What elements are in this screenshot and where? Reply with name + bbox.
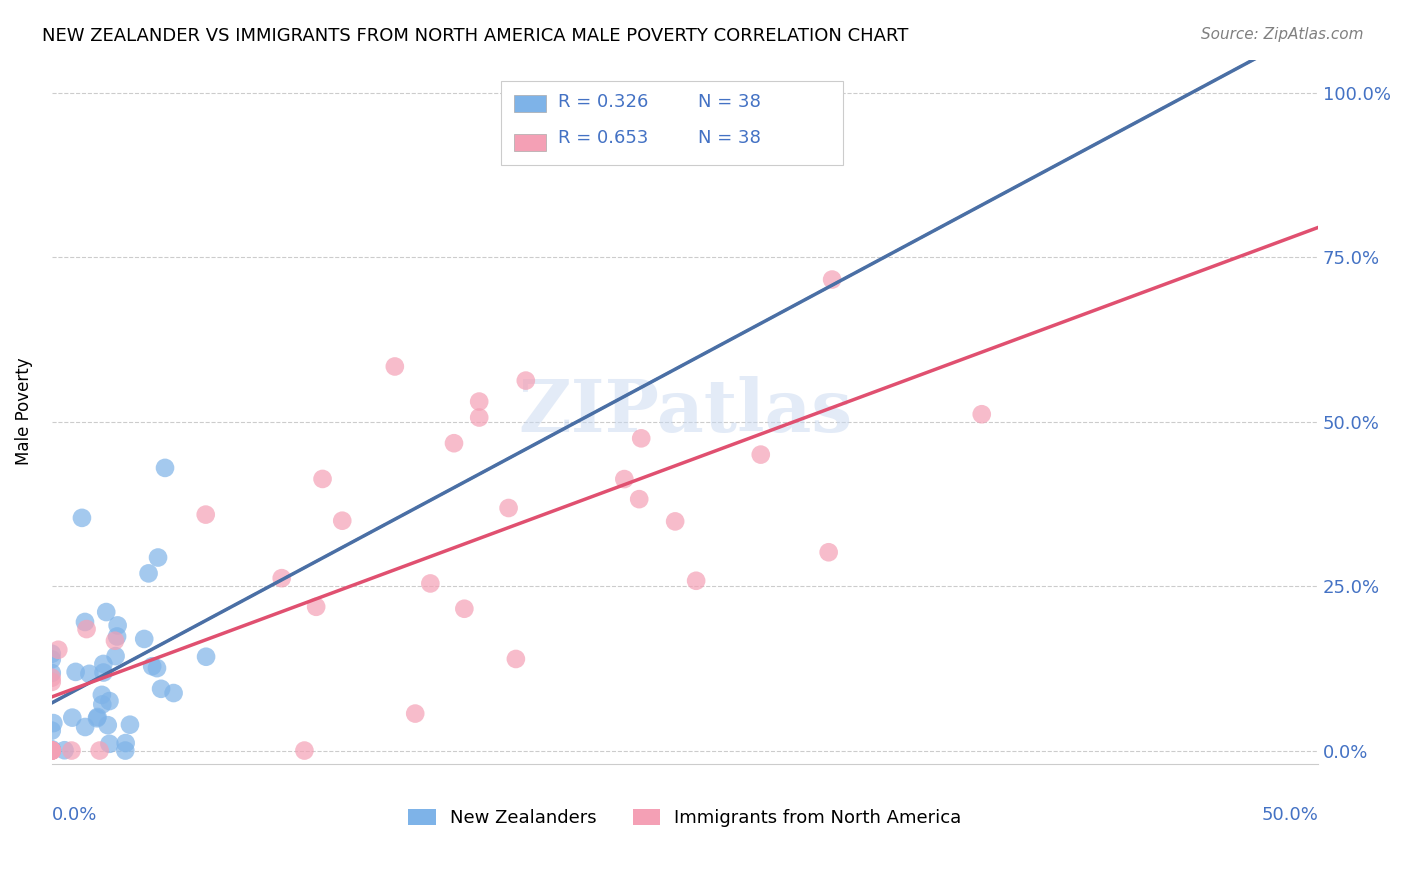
Point bbox=[970, 407, 993, 421]
Point bbox=[118, 717, 141, 731]
Point bbox=[384, 359, 406, 374]
Point bbox=[114, 743, 136, 757]
Point bbox=[53, 743, 76, 757]
Point bbox=[114, 736, 136, 750]
Point bbox=[41, 743, 63, 757]
Point bbox=[498, 501, 520, 516]
Point bbox=[195, 649, 218, 664]
Point bbox=[70, 511, 93, 525]
Text: N = 38: N = 38 bbox=[697, 93, 761, 111]
Legend: New Zealanders, Immigrants from North America: New Zealanders, Immigrants from North Am… bbox=[401, 801, 969, 834]
Point bbox=[404, 706, 426, 721]
Point bbox=[41, 674, 63, 689]
Point bbox=[91, 698, 114, 712]
Point bbox=[194, 508, 217, 522]
Point bbox=[41, 743, 63, 757]
Point bbox=[146, 661, 169, 675]
Point bbox=[60, 711, 83, 725]
Point bbox=[60, 743, 83, 757]
Text: 50.0%: 50.0% bbox=[1261, 806, 1319, 824]
Point bbox=[41, 723, 63, 738]
Point bbox=[98, 737, 121, 751]
Text: 0.0%: 0.0% bbox=[52, 806, 97, 824]
Point bbox=[468, 394, 491, 409]
Point bbox=[311, 472, 333, 486]
Text: NEW ZEALANDER VS IMMIGRANTS FROM NORTH AMERICA MALE POVERTY CORRELATION CHART: NEW ZEALANDER VS IMMIGRANTS FROM NORTH A… bbox=[42, 27, 908, 45]
FancyBboxPatch shape bbox=[502, 80, 844, 165]
Point bbox=[664, 515, 686, 529]
Point bbox=[65, 665, 87, 679]
Text: R = 0.326: R = 0.326 bbox=[558, 93, 648, 111]
Point bbox=[821, 272, 844, 286]
Point bbox=[41, 652, 63, 666]
Point bbox=[93, 657, 115, 671]
Point bbox=[107, 618, 129, 632]
Point bbox=[73, 615, 96, 629]
Point bbox=[93, 665, 115, 680]
FancyBboxPatch shape bbox=[515, 134, 546, 151]
Y-axis label: Male Poverty: Male Poverty bbox=[15, 358, 32, 466]
Point bbox=[86, 710, 108, 724]
Point bbox=[150, 681, 173, 696]
Point bbox=[141, 659, 163, 673]
Point bbox=[41, 647, 63, 661]
Point bbox=[86, 711, 108, 725]
Point bbox=[453, 601, 475, 615]
Point bbox=[305, 599, 328, 614]
Point bbox=[270, 571, 292, 585]
Point bbox=[419, 576, 441, 591]
Point bbox=[749, 448, 772, 462]
Point bbox=[104, 633, 127, 648]
Point bbox=[96, 605, 118, 619]
Text: Source: ZipAtlas.com: Source: ZipAtlas.com bbox=[1201, 27, 1364, 42]
Point bbox=[76, 622, 98, 636]
Point bbox=[97, 718, 120, 732]
Point bbox=[628, 492, 651, 507]
Point bbox=[153, 461, 176, 475]
Point bbox=[41, 742, 63, 756]
Point bbox=[41, 743, 63, 757]
Point bbox=[505, 652, 527, 666]
FancyBboxPatch shape bbox=[515, 95, 546, 112]
Point bbox=[79, 666, 101, 681]
Point bbox=[613, 472, 636, 486]
Point bbox=[630, 431, 652, 445]
Point bbox=[330, 514, 353, 528]
Point bbox=[41, 743, 63, 757]
Text: ZIPatlas: ZIPatlas bbox=[517, 376, 852, 447]
Point bbox=[98, 694, 121, 708]
Text: N = 38: N = 38 bbox=[697, 129, 761, 147]
Point bbox=[90, 688, 112, 702]
Point bbox=[105, 630, 128, 644]
Text: R = 0.653: R = 0.653 bbox=[558, 129, 648, 147]
Point bbox=[104, 649, 127, 664]
Point bbox=[75, 720, 97, 734]
Point bbox=[443, 436, 465, 450]
Point bbox=[41, 743, 63, 757]
Point bbox=[685, 574, 707, 588]
Point bbox=[42, 716, 65, 731]
Point bbox=[146, 550, 169, 565]
Point bbox=[817, 545, 839, 559]
Point bbox=[162, 686, 184, 700]
Point bbox=[138, 566, 160, 581]
Point bbox=[41, 743, 63, 757]
Point bbox=[294, 743, 316, 757]
Point bbox=[41, 665, 63, 680]
Point bbox=[515, 374, 537, 388]
Point bbox=[468, 410, 491, 425]
Point bbox=[134, 632, 156, 646]
Point bbox=[89, 743, 111, 757]
Point bbox=[41, 671, 63, 685]
Point bbox=[46, 642, 69, 657]
